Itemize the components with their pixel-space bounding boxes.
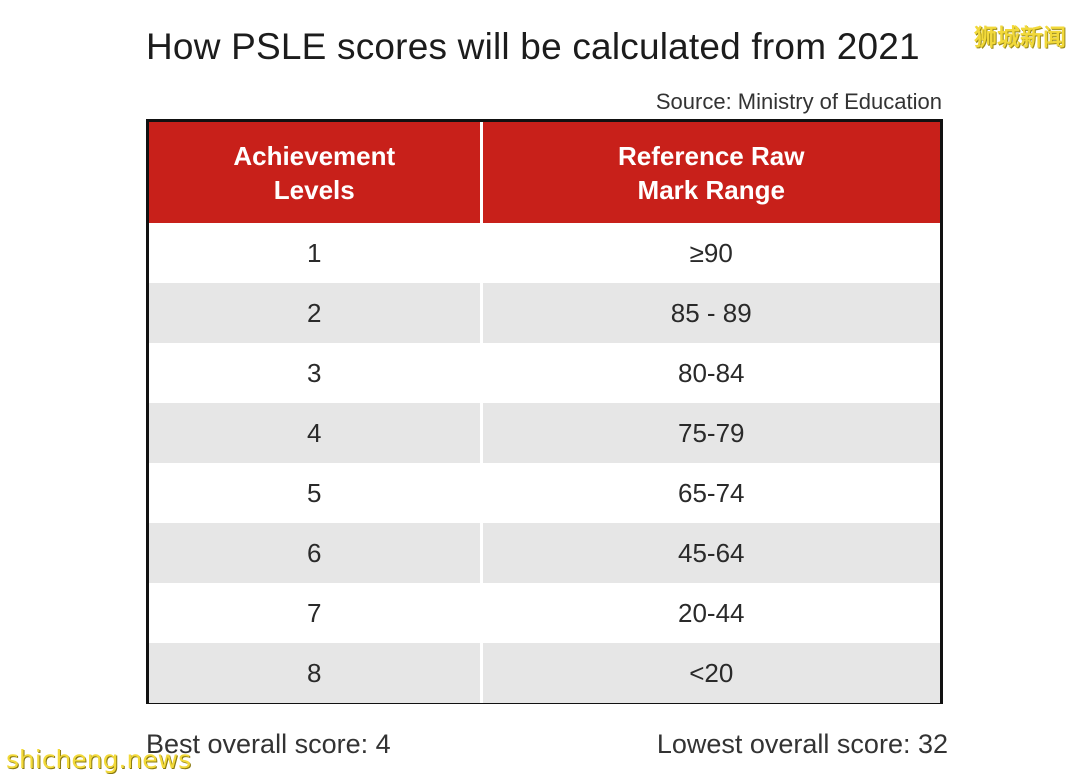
watermark-site-text: shicheng.news bbox=[6, 745, 192, 774]
score-table-grid: Achievement Levels Reference Raw Mark Ra… bbox=[149, 122, 940, 703]
header-label: Achievement bbox=[233, 140, 396, 171]
level-cell: 5 bbox=[307, 477, 322, 508]
table-header-row: Achievement Levels Reference Raw Mark Ra… bbox=[149, 122, 940, 223]
best-score-note: Best overall score: 4 bbox=[146, 729, 391, 759]
range-cell: 75-79 bbox=[479, 403, 940, 463]
level-cell: 1 bbox=[307, 237, 322, 268]
table-row: 5 65-74 bbox=[149, 463, 940, 523]
range-cell: 65-74 bbox=[479, 463, 940, 523]
level-cell: 7 bbox=[307, 597, 322, 628]
header-label: Levels bbox=[273, 174, 355, 205]
header-raw-mark-range: Reference Raw Mark Range bbox=[479, 122, 940, 223]
level-cell: 6 bbox=[149, 523, 481, 583]
table-row: 3 80-84 bbox=[149, 343, 940, 403]
range-cell: ≥90 bbox=[479, 223, 940, 283]
level-cell: 2 bbox=[149, 283, 481, 343]
header-achievement-levels: Achievement Levels bbox=[149, 122, 481, 223]
source-note: Source: Ministry of Education bbox=[655, 89, 942, 114]
range-cell: 80-84 bbox=[479, 343, 940, 403]
range-cell: <20 bbox=[479, 643, 940, 703]
header-label: Reference Raw bbox=[618, 140, 805, 171]
level-cell: 8 bbox=[149, 643, 481, 703]
page-title: How PSLE scores will be calculated from … bbox=[146, 26, 920, 67]
score-table: Achievement Levels Reference Raw Mark Ra… bbox=[146, 119, 943, 704]
level-cell: 3 bbox=[307, 357, 322, 388]
table-row: 2 85 - 89 bbox=[149, 283, 940, 343]
watermark-logo-text: 狮城新闻 bbox=[974, 25, 1066, 51]
level-cell: 4 bbox=[149, 403, 481, 463]
table-row: 7 20-44 bbox=[149, 583, 940, 643]
range-cell: 85 - 89 bbox=[479, 283, 940, 343]
table-row: 8 <20 bbox=[149, 643, 940, 703]
header-label: Mark Range bbox=[637, 174, 785, 205]
table-row: 6 45-64 bbox=[149, 523, 940, 583]
table-row: 4 75-79 bbox=[149, 403, 940, 463]
lowest-score-note: Lowest overall score: 32 bbox=[656, 729, 948, 759]
table-row: 1 ≥90 bbox=[149, 223, 940, 283]
range-cell: 45-64 bbox=[479, 523, 940, 583]
range-cell: 20-44 bbox=[479, 583, 940, 643]
